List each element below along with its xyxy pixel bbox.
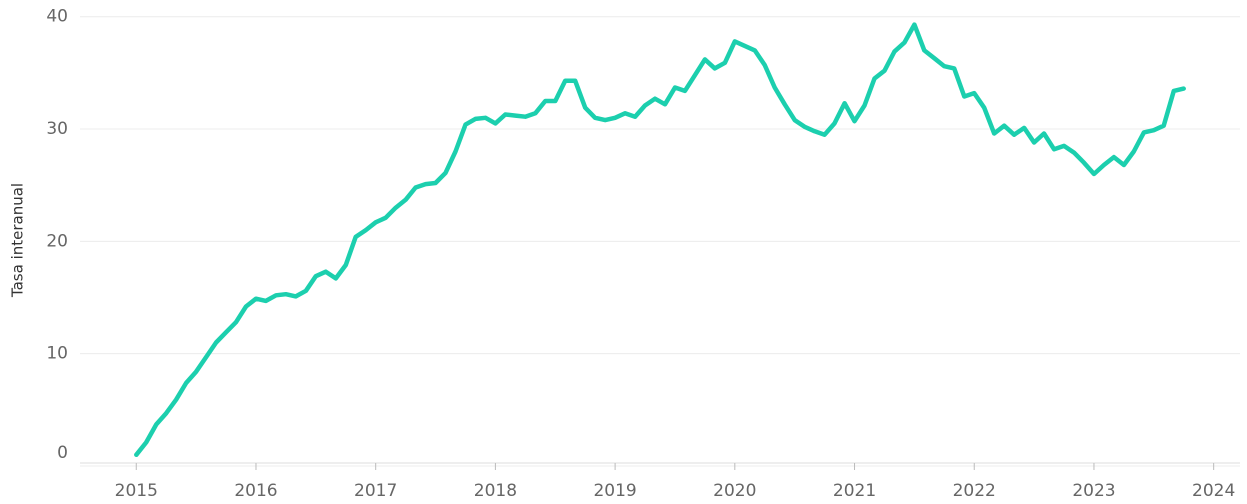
x-tick-label: 2023 [1072,481,1115,501]
x-tick-label: 2015 [115,481,158,501]
y-axis-label: Tasa interanual [9,183,27,298]
line [134,22,1186,458]
x-tick-label: 2024 [1192,481,1235,501]
x-tick-label: 2021 [833,481,876,501]
x-tick-label: 2017 [354,481,397,501]
y-tick-label: 20 [46,231,68,251]
y-tick-label: 40 [46,7,68,27]
y-tick-label: 30 [46,119,68,139]
y-tick-label: 10 [46,344,68,364]
x-tick-label: 2016 [234,481,277,501]
x-tick-label: 2018 [474,481,517,501]
x-tick-label: 2020 [713,481,756,501]
x-tick-label: 2019 [593,481,636,501]
x-tick-label: 2022 [953,481,996,501]
y-tick-label: 0 [57,443,68,463]
